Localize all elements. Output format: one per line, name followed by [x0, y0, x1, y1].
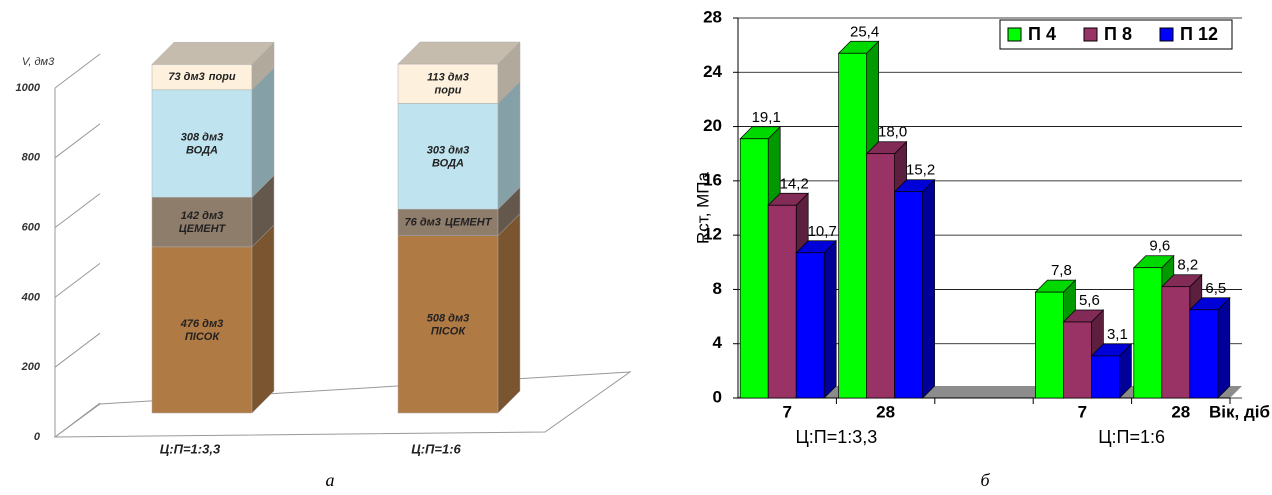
bar-side	[923, 180, 935, 398]
legend-swatch	[1084, 28, 1097, 41]
x-tick-label: 7	[1078, 402, 1087, 421]
group-label: Ц:П=1:6	[1098, 427, 1165, 447]
x-axis-label: Вік, діб	[1209, 402, 1270, 421]
value-label: 19,1	[752, 109, 781, 126]
bar	[1035, 292, 1063, 398]
segment-name: пори	[435, 85, 462, 97]
y-tick-label: 600	[22, 222, 41, 234]
segment-value-label: 508 дм3	[427, 312, 469, 324]
y-tick-label: 24	[703, 62, 722, 81]
y-tick-label: 800	[22, 152, 41, 164]
legend-label: П 12	[1180, 24, 1218, 44]
bar	[796, 253, 824, 398]
y-tick-label: 0	[34, 431, 41, 443]
value-label: 5,6	[1079, 292, 1100, 309]
bar	[1063, 322, 1091, 398]
y-tick-label: 4	[713, 333, 723, 352]
value-label: 14,2	[780, 175, 809, 192]
floor	[55, 372, 630, 437]
x-tick-label: Ц:П=1:3,3	[160, 441, 221, 456]
grid-line	[55, 124, 100, 158]
segment-value-label: 73 дм3	[168, 71, 204, 83]
value-label: 8,2	[1177, 257, 1198, 274]
caption: б	[980, 470, 990, 490]
y-axis-label: Rст, МПа	[693, 171, 712, 244]
bar	[895, 192, 923, 398]
page: {"chart_data": [ {"type": "bar", "stacke…	[0, 0, 1272, 495]
segment-name: ЦЕМЕНТ	[179, 223, 227, 235]
x-tick-label: 28	[1171, 402, 1190, 421]
x-tick-label: Ц:П=1:6	[411, 441, 461, 456]
group-label: Ц:П=1:3,3	[795, 427, 877, 447]
bar-segment-side	[498, 81, 520, 209]
legend-swatch	[1160, 28, 1173, 41]
bar	[740, 139, 768, 398]
bar-segment-side	[252, 68, 274, 197]
y-tick-label: 20	[703, 116, 722, 135]
bar	[768, 205, 796, 398]
value-label: 7,8	[1051, 262, 1072, 279]
y-tick-label: 400	[21, 291, 41, 303]
legend-label: П 8	[1104, 24, 1132, 44]
y-tick-label: 28	[703, 7, 722, 26]
value-label: 9,6	[1149, 238, 1170, 255]
bar	[1162, 287, 1190, 398]
grid-line	[55, 54, 100, 88]
segment-name: ПІСОК	[185, 331, 220, 343]
y-tick-label: 0	[713, 387, 722, 406]
value-label: 25,4	[850, 23, 879, 40]
grid-line	[55, 333, 100, 367]
bar	[1190, 310, 1218, 398]
bar	[1134, 268, 1162, 398]
segment-name: ПІСОК	[431, 325, 466, 337]
bar	[1091, 356, 1119, 398]
segment-value-label: 76 дм3	[405, 216, 441, 228]
grid-line	[55, 403, 100, 437]
value-label: 18,0	[878, 124, 907, 141]
y-tick-label: 8	[713, 279, 722, 298]
legend-label: П 4	[1028, 24, 1056, 44]
segment-value-label: 113 дм3	[427, 72, 469, 84]
bar	[839, 53, 867, 398]
y-axis-label: V, дм3	[22, 56, 55, 68]
x-tick-label: 28	[876, 402, 895, 421]
segment-value-label: 142 дм3	[181, 210, 223, 222]
value-label: 6,5	[1205, 280, 1226, 297]
grid-line	[55, 263, 100, 297]
grid-line	[55, 194, 100, 228]
segment-label: 76 дм3 ЦЕМЕНТ	[405, 216, 493, 228]
caption: а	[326, 470, 335, 490]
value-label: 15,2	[906, 162, 935, 179]
bar	[867, 154, 895, 398]
y-tick-label: 1000	[16, 82, 41, 94]
segment-name: ВОДА	[186, 144, 218, 156]
bar-side	[1218, 298, 1230, 398]
segment-label: 73 дм3 пори	[168, 71, 236, 83]
bar-segment-side	[498, 214, 520, 413]
value-label: 3,1	[1107, 326, 1128, 343]
segment-name: ВОДА	[432, 157, 464, 169]
x-tick-label: 7	[782, 402, 791, 421]
segment-name: пори	[209, 71, 236, 83]
y-tick-label: 200	[21, 361, 41, 373]
chart: 02004006008001000V, дм3476 дм3ПІСОК142 д…	[0, 0, 1272, 495]
value-label: 10,7	[808, 223, 837, 240]
segment-name: ЦЕМЕНТ	[445, 216, 493, 228]
bar-segment-side	[252, 225, 274, 413]
segment-value-label: 303 дм3	[427, 144, 469, 156]
legend-swatch	[1008, 28, 1021, 41]
segment-value-label: 476 дм3	[180, 318, 223, 330]
bar-side	[824, 241, 836, 398]
segment-value-label: 308 дм3	[181, 131, 223, 143]
